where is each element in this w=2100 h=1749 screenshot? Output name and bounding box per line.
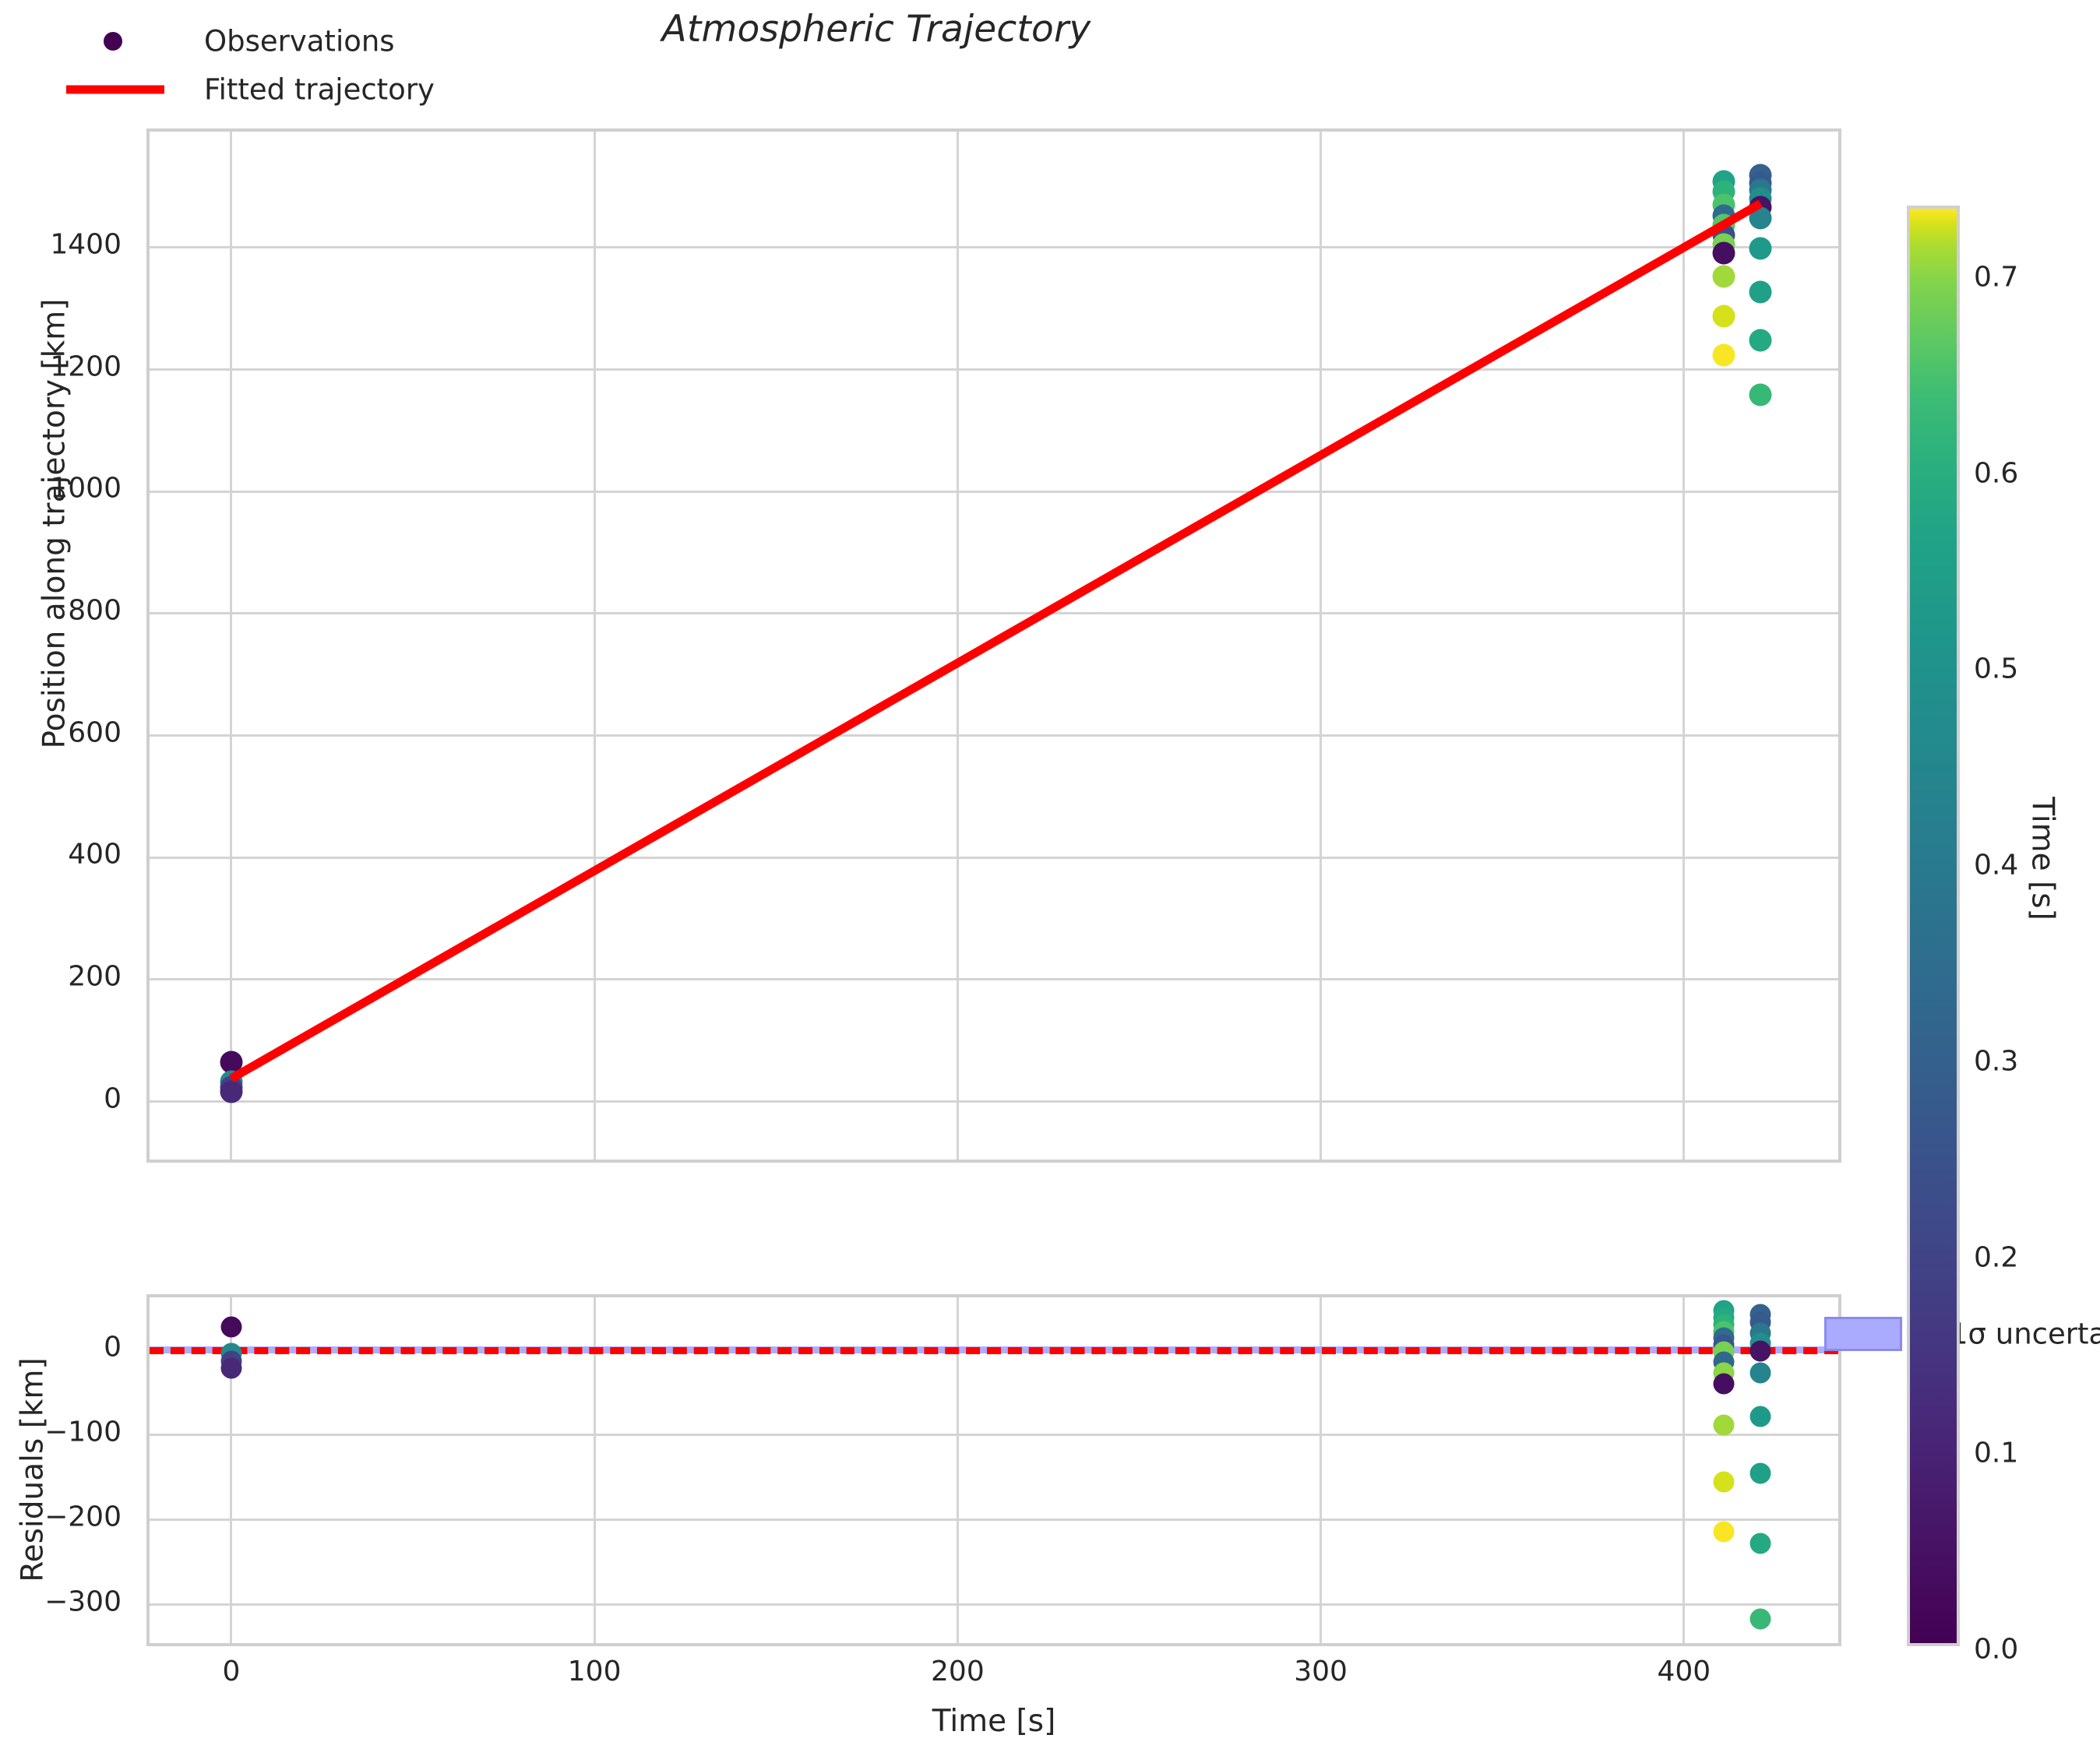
- x-tick-label: 200: [931, 1656, 985, 1687]
- gridline-horizontal: [150, 490, 1838, 493]
- data-point: [1749, 1362, 1771, 1384]
- gridline-vertical: [956, 1297, 959, 1643]
- x-axis-label: Time [s]: [932, 1704, 1056, 1739]
- gridline-horizontal: [150, 734, 1838, 737]
- y-tick-label: 0: [104, 1082, 122, 1115]
- gridline-horizontal: [150, 856, 1838, 859]
- gridline-vertical: [1682, 1297, 1686, 1643]
- data-point: [1749, 1608, 1771, 1630]
- data-point: [1749, 1406, 1771, 1427]
- gridline-horizontal: [150, 1603, 1838, 1606]
- colorbar-tick-label: 0.4: [1974, 849, 2019, 882]
- legend-label-observations: Observations: [204, 24, 395, 58]
- zero-reference-line: [150, 1346, 1838, 1354]
- data-point: [220, 1050, 243, 1074]
- main-y-axis-label: Position along trajectory [km]: [37, 298, 72, 749]
- y-tick-label: 600: [68, 716, 122, 749]
- residuals-y-axis-label: Residuals [km]: [15, 1357, 51, 1582]
- y-tick-label: 800: [68, 594, 122, 627]
- main-plot-axes: [146, 128, 1841, 1163]
- x-tick-label: 100: [567, 1656, 622, 1687]
- y-tick-label: 400: [68, 838, 122, 871]
- sigma-band-patch-icon: [1824, 1317, 1902, 1351]
- residuals-plot-area: [150, 1297, 1838, 1643]
- data-point: [1749, 206, 1772, 230]
- residuals-y-tick-labels: 0 −100 −200 −300: [0, 1294, 137, 1646]
- data-point: [1713, 1414, 1735, 1436]
- colorbar-tick-label: 0.5: [1974, 653, 2019, 685]
- data-point: [1749, 1340, 1771, 1362]
- data-point: [1713, 1471, 1735, 1493]
- x-tick-label: 300: [1294, 1656, 1348, 1687]
- gridline-vertical: [593, 132, 596, 1160]
- gridline-horizontal: [150, 1100, 1838, 1103]
- y-tick-label: −200: [44, 1501, 122, 1533]
- colorbar-tick-label: 0.7: [1974, 261, 2019, 294]
- gridline-horizontal: [150, 368, 1838, 371]
- gridline-vertical: [956, 132, 959, 1160]
- data-point: [1712, 304, 1735, 328]
- data-point: [1712, 241, 1735, 265]
- gridline-vertical: [1682, 132, 1686, 1160]
- observations-marker-icon: [104, 32, 122, 51]
- gridline-vertical: [1320, 132, 1323, 1160]
- colorbar-tick-label: 0.1: [1974, 1437, 2019, 1469]
- colorbar: 0.0 0.1 0.2 0.3 0.4 0.5 0.6 0.7: [1907, 206, 2018, 1666]
- gridline-vertical: [230, 132, 233, 1160]
- y-tick-label: 1200: [50, 350, 122, 383]
- data-point: [220, 1316, 242, 1338]
- y-tick-label: 1000: [50, 472, 122, 505]
- gridline-vertical: [1320, 1297, 1323, 1643]
- data-point: [1749, 1462, 1771, 1484]
- data-point: [1749, 237, 1772, 260]
- main-plot-area: [150, 132, 1838, 1160]
- data-point: [1749, 1533, 1771, 1554]
- colorbar-tick-label: 0.0: [1974, 1633, 2019, 1666]
- gridline-horizontal: [150, 612, 1838, 615]
- data-point: [1712, 265, 1735, 288]
- fitted-line-marker-icon: [66, 85, 164, 94]
- y-tick-label: 1400: [50, 228, 122, 261]
- colorbar-tick-label: 0.6: [1974, 457, 2019, 490]
- gridline-horizontal: [150, 246, 1838, 249]
- data-point: [1713, 1521, 1735, 1543]
- y-tick-label: −100: [44, 1416, 122, 1448]
- data-point: [1712, 343, 1735, 367]
- gridline-horizontal: [150, 1434, 1838, 1437]
- legend-label-fitted: Fitted trajectory: [204, 72, 435, 107]
- main-y-tick-labels: 0 200 400 600 800 1000 1200 1400: [0, 128, 137, 1163]
- y-tick-label: 200: [68, 960, 122, 993]
- colorbar-tick-label: 0.3: [1974, 1045, 2019, 1078]
- x-tick-label: 400: [1657, 1656, 1711, 1687]
- residuals-plot-axes: ±1σ uncertainty: [146, 1294, 2100, 1646]
- data-point: [1749, 383, 1772, 406]
- x-tick-label: 0: [222, 1656, 241, 1687]
- data-point: [220, 1080, 243, 1103]
- y-tick-label: −300: [44, 1585, 122, 1618]
- gridline-vertical: [593, 1297, 596, 1643]
- fitted-trajectory-line: [229, 199, 1763, 1082]
- data-point: [220, 1357, 242, 1379]
- data-point: [1713, 1373, 1735, 1395]
- page-title: Atmospheric Trajectory: [661, 8, 1091, 51]
- colorbar-tick-label: 0.2: [1974, 1241, 2019, 1274]
- y-tick-label: 0: [104, 1331, 122, 1364]
- gridline-horizontal: [150, 1518, 1838, 1522]
- data-point: [1749, 280, 1772, 304]
- gridline-horizontal: [150, 978, 1838, 981]
- x-tick-labels: 0 100 200 300 400: [146, 1656, 1841, 1696]
- data-point: [1749, 329, 1772, 352]
- colorbar-label: Time [s]: [2024, 797, 2060, 920]
- gridline-vertical: [230, 1297, 233, 1643]
